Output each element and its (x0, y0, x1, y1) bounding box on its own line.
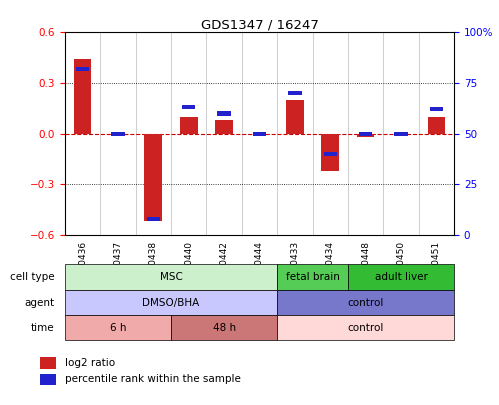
Bar (40, 357, 55, 369)
Bar (182, 105, 196, 109)
Bar (323, 152, 337, 156)
Bar (277, 315, 454, 340)
Bar (76, 67, 89, 71)
Bar (348, 264, 454, 290)
Bar (111, 132, 125, 136)
Bar (171, 315, 277, 340)
Bar (145, 134, 162, 222)
Bar (321, 134, 339, 171)
Bar (357, 134, 374, 137)
Bar (40, 373, 55, 385)
Bar (430, 107, 443, 111)
Text: time: time (30, 323, 54, 333)
Text: adult liver: adult liver (375, 272, 428, 282)
Bar (288, 91, 301, 95)
Bar (253, 132, 266, 136)
Text: 48 h: 48 h (213, 323, 236, 333)
Text: cell type: cell type (9, 272, 54, 282)
Bar (218, 111, 231, 115)
Text: percentile rank within the sample: percentile rank within the sample (65, 374, 241, 384)
Bar (65, 264, 277, 290)
Bar (277, 264, 348, 290)
Text: MSC: MSC (160, 272, 183, 282)
Bar (65, 315, 171, 340)
Bar (65, 290, 277, 315)
Text: DMSO/BHA: DMSO/BHA (142, 298, 200, 307)
Bar (359, 132, 372, 136)
Bar (277, 290, 454, 315)
Bar (428, 117, 445, 134)
Bar (74, 60, 91, 134)
Text: agent: agent (24, 298, 54, 307)
Bar (215, 120, 233, 134)
Bar (147, 217, 160, 221)
Bar (394, 132, 408, 136)
Text: 6 h: 6 h (110, 323, 126, 333)
Text: fetal brain: fetal brain (285, 272, 339, 282)
Bar (180, 117, 198, 134)
Text: control: control (347, 298, 384, 307)
Title: GDS1347 / 16247: GDS1347 / 16247 (201, 18, 318, 31)
Bar (286, 100, 304, 134)
Text: log2 ratio: log2 ratio (65, 358, 115, 368)
Text: control: control (347, 323, 384, 333)
